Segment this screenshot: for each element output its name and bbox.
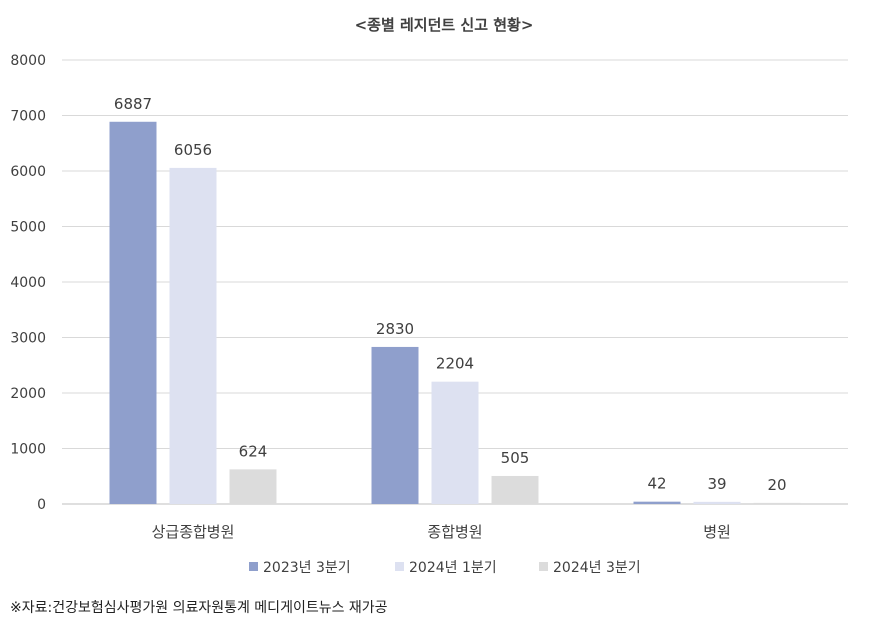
- bars: [109, 121, 801, 505]
- data-label: 20: [767, 476, 786, 494]
- bar: [109, 121, 157, 505]
- data-label: 2204: [436, 355, 474, 373]
- bar: [633, 501, 681, 504]
- legend-swatch: [539, 562, 548, 571]
- bar: [229, 469, 277, 504]
- bar: [169, 167, 217, 504]
- y-tick-label: 1000: [10, 442, 46, 458]
- chart-title: <종별 레지던트 신고 현황>: [355, 16, 534, 34]
- x-axis: 상급종합병원 종합병원 병원: [152, 523, 731, 541]
- bar: [753, 502, 801, 504]
- y-tick-label: 5000: [10, 220, 46, 236]
- legend-item: 2024년 1분기: [395, 560, 497, 576]
- y-tick-label: 0: [37, 497, 46, 513]
- data-label: 624: [239, 442, 268, 460]
- legend-swatch: [395, 562, 404, 571]
- data-label: 42: [647, 475, 666, 493]
- legend-item: 2023년 3분기: [249, 560, 351, 576]
- data-label: 6056: [174, 141, 212, 159]
- legend-label: 2024년 3분기: [553, 560, 641, 576]
- y-tick-label: 4000: [10, 275, 46, 291]
- data-labels: 6887 6056 624 2830 2204 505 42 39 20: [114, 95, 787, 494]
- legend-label: 2024년 1분기: [409, 560, 497, 576]
- data-label: 505: [501, 449, 530, 467]
- legend: 2023년 3분기 2024년 1분기 2024년 3분기: [249, 560, 641, 576]
- y-tick-label: 3000: [10, 331, 46, 347]
- y-tick-label: 8000: [10, 53, 46, 69]
- data-label: 2830: [376, 320, 414, 338]
- x-tick-label: 상급종합병원: [152, 523, 235, 541]
- y-tick-label: 6000: [10, 164, 46, 180]
- legend-swatch: [249, 562, 258, 571]
- data-label: 39: [707, 475, 726, 493]
- x-tick-label: 병원: [703, 523, 731, 541]
- legend-label: 2023년 3분기: [263, 560, 351, 576]
- y-tick-label: 7000: [10, 109, 46, 125]
- bar: [693, 501, 741, 504]
- data-label: 6887: [114, 95, 152, 113]
- x-tick-label: 종합병원: [427, 523, 482, 541]
- y-axis: 0 1000 2000 3000 4000 5000 6000 7000 8000: [10, 53, 46, 513]
- bar: [431, 381, 479, 504]
- bar: [371, 346, 419, 504]
- bar: [491, 475, 539, 504]
- y-tick-label: 2000: [10, 386, 46, 402]
- source-note: ※자료:건강보험심사평가원 의료자원통계 메디게이트뉴스 재가공: [10, 600, 388, 616]
- legend-item: 2024년 3분기: [539, 560, 641, 576]
